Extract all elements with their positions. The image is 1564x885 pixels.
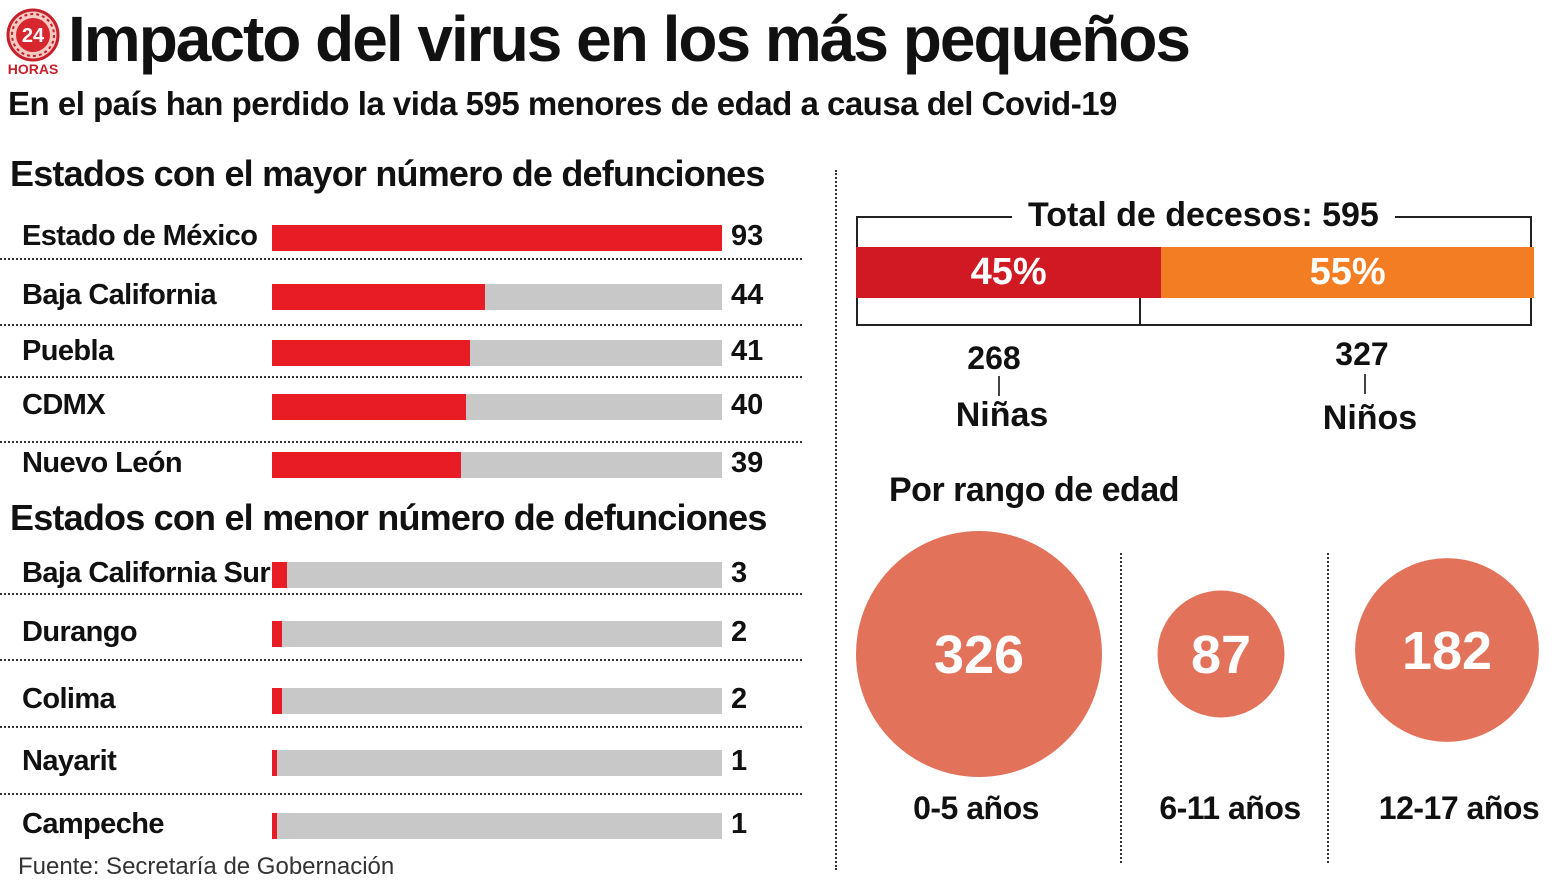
age-bubble-0-5-anos [856, 531, 1102, 777]
age-label-0-5: 0-5 años [913, 790, 1039, 826]
bar-colima [272, 688, 282, 714]
bar-value-campeche: 1 [731, 808, 748, 840]
age-divider-2 [1327, 553, 1329, 863]
bar-label-colima: Colima [22, 683, 116, 715]
bar-label-cdmx: CDMX [22, 389, 106, 421]
bar-value-cdmx: 40 [731, 389, 764, 421]
bar-value-colima: 2 [731, 683, 748, 715]
bar-label-baja-california-sur: Baja California Sur [22, 557, 271, 589]
bar-label-baja-california: Baja California [22, 279, 217, 311]
age-divider-1 [1120, 553, 1122, 863]
bar-estado-de-mexico [272, 225, 722, 251]
bar-durango [272, 621, 282, 647]
logo-emblem-icon: 24 HORAS [6, 8, 60, 77]
boys-tick [1364, 374, 1366, 394]
age-label-6-11: 6-11 años [1159, 790, 1301, 826]
row-divider [0, 593, 802, 595]
girls-count: 268 [967, 340, 1021, 376]
girls-tick [998, 376, 1000, 396]
bar-value-baja-california: 44 [731, 279, 764, 311]
bar-cdmx [272, 394, 466, 420]
total-deaths-label: Total de decesos: 595 [1012, 192, 1395, 238]
bar-track-campeche [272, 813, 722, 839]
boys-segment: 55% [1161, 247, 1534, 298]
bar-label-campeche: Campeche [22, 808, 164, 840]
boys-label: Niños [1322, 399, 1418, 437]
bar-value-durango: 2 [731, 616, 748, 648]
24-horas-logo: 24 HORAS [4, 8, 62, 80]
bar-label-nayarit: Nayarit [22, 745, 117, 777]
bar-baja-california-sur [272, 562, 287, 588]
bar-value-puebla: 41 [731, 335, 764, 367]
svg-text:HORAS: HORAS [8, 61, 59, 77]
bar-nayarit [272, 750, 277, 776]
bottom-states-heading: Estados con el menor número de defuncion… [10, 497, 767, 538]
column-divider [835, 170, 837, 870]
boys-percent-label: 55% [1309, 251, 1386, 293]
bar-baja-california [272, 284, 485, 310]
top-states-heading: Estados con el mayor número de defuncion… [10, 153, 765, 194]
boys-count: 327 [1335, 336, 1389, 372]
bar-value-nayarit: 1 [731, 745, 748, 777]
girls-label: Niñas [955, 396, 1049, 434]
page-subtitle: En el país han perdido la vida 595 menor… [8, 85, 1117, 122]
bar-value-estado-de-mexico: 93 [731, 220, 764, 252]
row-divider [0, 441, 802, 443]
bar-label-puebla: Puebla [22, 335, 114, 367]
bar-puebla [272, 340, 470, 366]
age-bubble-6-11-anos [1157, 590, 1285, 718]
row-divider [0, 793, 802, 795]
bar-campeche [272, 813, 277, 839]
row-divider [0, 324, 802, 326]
bar-track-colima [272, 688, 722, 714]
bar-track-nuevo-leon [272, 452, 722, 478]
bar-track-estado-de-mexico [272, 225, 722, 251]
row-divider [0, 726, 802, 728]
age-bubble-value-0-5-anos: 326 [934, 625, 1024, 685]
bar-track-puebla [272, 340, 722, 366]
age-label-12-17: 12-17 años [1378, 790, 1540, 826]
bar-track-nayarit [272, 750, 722, 776]
bar-track-durango [272, 621, 722, 647]
bar-track-cdmx [272, 394, 722, 420]
row-divider [0, 376, 802, 378]
gender-split-line [1139, 298, 1141, 326]
age-range-heading: Por rango de edad [889, 471, 1180, 509]
age-bubble-12-17-anos [1355, 558, 1539, 742]
bar-value-baja-california-sur: 3 [731, 557, 748, 589]
age-bubble-value-6-11-anos: 87 [1191, 625, 1251, 685]
girls-segment: 45% [856, 247, 1162, 298]
svg-text:24: 24 [22, 25, 45, 47]
source-note: Fuente: Secretaría de Gobernación [18, 853, 395, 880]
gender-split-bar: 45% 55% [856, 247, 1534, 298]
bar-label-durango: Durango [22, 616, 138, 648]
row-divider [0, 659, 802, 661]
bar-label-estado-de-mexico: Estado de México [22, 220, 258, 252]
age-bubble-value-12-17-anos: 182 [1402, 621, 1492, 681]
girls-percent-label: 45% [970, 251, 1047, 293]
page-title: Impacto del virus en los más pequeños [68, 3, 1191, 75]
bar-track-baja-california-sur [272, 562, 722, 588]
bar-label-nuevo-leon: Nuevo León [22, 447, 183, 479]
bar-nuevo-leon [272, 452, 461, 478]
bar-track-baja-california [272, 284, 722, 310]
row-divider [0, 258, 802, 260]
bar-value-nuevo-leon: 39 [731, 447, 764, 479]
